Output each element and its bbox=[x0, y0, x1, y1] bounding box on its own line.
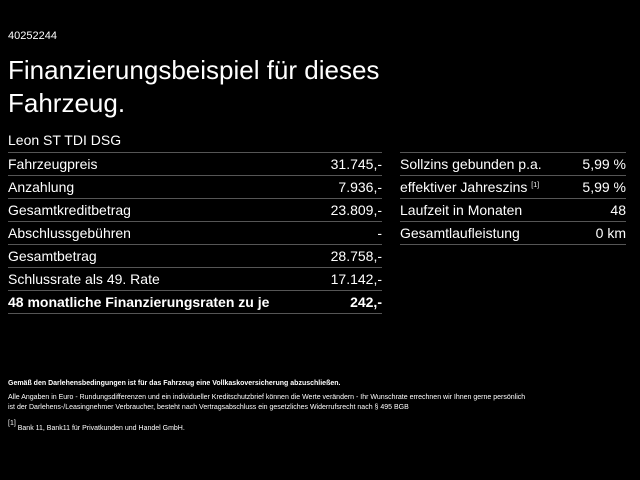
row-value: 48 bbox=[610, 202, 626, 218]
table-row: Anzahlung 7.936,- bbox=[8, 176, 382, 199]
footnote-marker: [1] bbox=[531, 182, 540, 189]
row-value: 7.936,- bbox=[338, 179, 382, 195]
table-row: Fahrzeugpreis 31.745,- bbox=[8, 153, 382, 176]
insurance-note: Gemäß den Darlehensbedingungen ist für d… bbox=[8, 380, 341, 387]
row-value: 5,99 % bbox=[582, 156, 626, 172]
row-value: - bbox=[377, 225, 382, 241]
row-value: 17.142,- bbox=[330, 271, 382, 287]
table-row: Abschlussgebühren - bbox=[8, 222, 382, 245]
row-label: effektiver Jahreszins bbox=[400, 179, 528, 195]
row-value: 31.745,- bbox=[330, 156, 382, 172]
row-label: Schlussrate als 49. Rate bbox=[8, 271, 160, 287]
row-value: 5,99 % bbox=[582, 179, 626, 195]
row-label: Gesamtkreditbetrag bbox=[8, 202, 131, 218]
table-row: Sollzins gebunden p.a. 5,99 % bbox=[400, 153, 626, 176]
footer: Gemäß den Darlehensbedingungen ist für d… bbox=[8, 379, 632, 434]
row-label-group: Gesamtlaufleistung bbox=[400, 225, 520, 241]
row-value: 0 km bbox=[595, 225, 626, 241]
table-row: Gesamtbetrag 28.758,- bbox=[8, 245, 382, 268]
disclaimer-line: Alle Angaben in Euro - Rundungsdifferenz… bbox=[8, 394, 526, 401]
row-label-group: effektiver Jahreszins [1] bbox=[400, 179, 539, 195]
row-label: Laufzeit in Monaten bbox=[400, 202, 523, 218]
row-label: Gesamtlaufleistung bbox=[400, 225, 520, 241]
row-label: Anzahlung bbox=[8, 179, 75, 195]
footnote: [1] Bank 11, Bank11 für Privatkunden und… bbox=[8, 419, 632, 434]
table-row: Gesamtkreditbetrag 23.809,- bbox=[8, 199, 382, 222]
row-value: 23.809,- bbox=[330, 202, 382, 218]
disclaimer-line: ist der Darlehens-/Leasingnehmer Verbrau… bbox=[8, 404, 409, 411]
footnote-text: Bank 11, Bank11 für Privatkunden und Han… bbox=[17, 425, 185, 432]
row-label: Fahrzeugpreis bbox=[8, 156, 98, 172]
vehicle-id: 40252244 bbox=[8, 30, 57, 42]
footnote-marker: [1] bbox=[8, 420, 16, 427]
row-label-group: Laufzeit in Monaten bbox=[400, 202, 522, 218]
row-value: 28.758,- bbox=[330, 248, 382, 264]
title: Finanzierungsbeispiel für dieses Fahrzeu… bbox=[8, 55, 380, 118]
table-row: Schlussrate als 49. Rate 17.142,- bbox=[8, 268, 382, 291]
row-label: Sollzins gebunden p.a. bbox=[400, 156, 542, 172]
row-label: Abschlussgebühren bbox=[8, 225, 131, 241]
table-row: Gesamtlaufleistung 0 km bbox=[400, 222, 626, 245]
table-row: 48 monatliche Finanzierungsraten zu je 24… bbox=[8, 291, 382, 314]
disclaimer: Alle Angaben in Euro - Rundungsdifferenz… bbox=[8, 393, 632, 413]
rate-table: Sollzins gebunden p.a. 5,99 % effektiver J… bbox=[400, 152, 626, 245]
row-label: 48 monatliche Finanzierungsraten zu je bbox=[8, 294, 270, 310]
model: Leon ST TDI DSG bbox=[8, 132, 122, 148]
table-row: Laufzeit in Monaten 48 bbox=[400, 199, 626, 222]
row-label-group: Sollzins gebunden p.a. bbox=[400, 156, 542, 172]
row-label: Gesamtbetrag bbox=[8, 248, 97, 264]
financing-table: Fahrzeugpreis 31.745,- Anzahlung 7.936,- Ges… bbox=[8, 152, 382, 314]
table-row: effektiver Jahreszins [1] 5,99 % bbox=[400, 176, 626, 199]
row-value: 242,- bbox=[350, 294, 382, 310]
